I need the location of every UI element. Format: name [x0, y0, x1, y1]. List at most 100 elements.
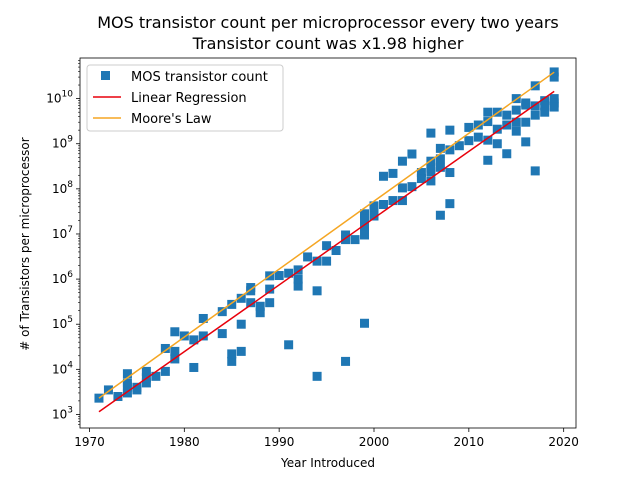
x-tick-label: 2020	[548, 435, 579, 449]
data-point	[331, 246, 341, 256]
data-point	[483, 135, 493, 145]
legend-frame	[86, 64, 284, 132]
data-point	[246, 298, 256, 308]
data-point	[388, 168, 398, 178]
data-point	[530, 166, 540, 176]
data-point	[435, 210, 445, 220]
data-point	[303, 252, 313, 262]
regression-line	[98, 90, 555, 413]
legend-marker-scatter	[101, 71, 110, 80]
data-point	[217, 307, 227, 317]
data-point	[189, 362, 199, 372]
data-point	[511, 126, 521, 136]
data-point	[227, 356, 237, 366]
data-point	[160, 343, 170, 353]
data-point	[246, 286, 256, 296]
data-point	[549, 102, 559, 112]
data-point	[530, 110, 540, 120]
data-point	[435, 154, 445, 164]
data-point	[369, 203, 379, 213]
y-tick-label: 107	[52, 225, 73, 241]
data-point	[388, 196, 398, 206]
data-point	[360, 318, 370, 328]
data-point	[170, 327, 180, 337]
data-point	[435, 162, 445, 172]
y-axis-label: # of Transistors per microprocessor	[18, 137, 32, 350]
legend-label-moores-law: Moore's Law	[131, 112, 212, 127]
data-point	[122, 388, 132, 398]
data-point	[397, 196, 407, 206]
data-point	[236, 346, 246, 356]
data-point	[122, 369, 132, 379]
data-point	[492, 139, 502, 149]
y-tick-label: 1010	[46, 90, 73, 106]
data-point	[426, 128, 436, 138]
data-point	[255, 301, 265, 311]
data-point	[113, 392, 123, 402]
data-point	[360, 209, 370, 219]
y-axis-ticks: 103 104 105 106 107 108 109 1010	[46, 60, 80, 425]
chart-title: MOS transistor count per microprocessor …	[97, 13, 559, 32]
x-tick-label: 1970	[74, 435, 105, 449]
moores-law-line	[98, 71, 555, 399]
data-point	[483, 107, 493, 117]
legend: MOS transistor count Linear Regression M…	[86, 64, 284, 132]
data-point	[236, 293, 246, 303]
data-point	[521, 98, 531, 108]
data-point	[397, 183, 407, 193]
data-point	[227, 299, 237, 309]
data-point	[198, 313, 208, 323]
y-tick-label: 109	[52, 135, 73, 151]
data-point	[160, 366, 170, 376]
data-point	[350, 235, 360, 245]
data-point	[521, 117, 531, 127]
data-point	[265, 298, 275, 308]
chart-subtitle: Transistor count was x1.98 higher	[192, 34, 464, 53]
data-point	[473, 132, 483, 142]
legend-label-scatter: MOS transistor count	[131, 70, 268, 85]
data-point	[378, 200, 388, 210]
data-point	[445, 125, 455, 135]
y-tick-label: 106	[52, 270, 73, 286]
data-point	[236, 319, 246, 329]
data-point	[464, 136, 474, 146]
data-point	[360, 221, 370, 231]
y-tick-label: 105	[52, 315, 73, 331]
data-point	[540, 96, 550, 106]
data-point	[141, 366, 151, 376]
data-point	[549, 72, 559, 82]
data-point	[103, 385, 113, 395]
data-point	[312, 371, 322, 381]
data-point	[445, 199, 455, 209]
data-point	[322, 256, 332, 266]
data-point	[360, 230, 370, 240]
data-point	[255, 308, 265, 318]
data-point	[217, 329, 227, 339]
data-point	[407, 182, 417, 192]
y-tick-label: 103	[52, 405, 73, 421]
data-point	[426, 176, 436, 186]
data-point	[407, 149, 417, 159]
data-point	[293, 274, 303, 284]
data-point	[473, 120, 483, 130]
data-point	[293, 281, 303, 291]
data-point	[312, 286, 322, 296]
data-point	[416, 174, 426, 184]
data-point	[464, 122, 474, 132]
x-tick-label: 2000	[359, 435, 390, 449]
data-point	[483, 117, 493, 127]
data-point	[502, 149, 512, 159]
x-tick-label: 1990	[264, 435, 295, 449]
data-point	[141, 378, 151, 388]
data-point	[189, 335, 199, 345]
data-point	[540, 107, 550, 117]
data-point	[122, 378, 132, 388]
x-axis-ticks: 1970 1980 1990 2000 2010 2020	[74, 428, 579, 449]
data-point	[511, 105, 521, 115]
data-point	[549, 67, 559, 77]
data-point	[341, 230, 351, 240]
data-point	[540, 101, 550, 111]
data-point	[445, 168, 455, 178]
data-point	[360, 214, 370, 224]
